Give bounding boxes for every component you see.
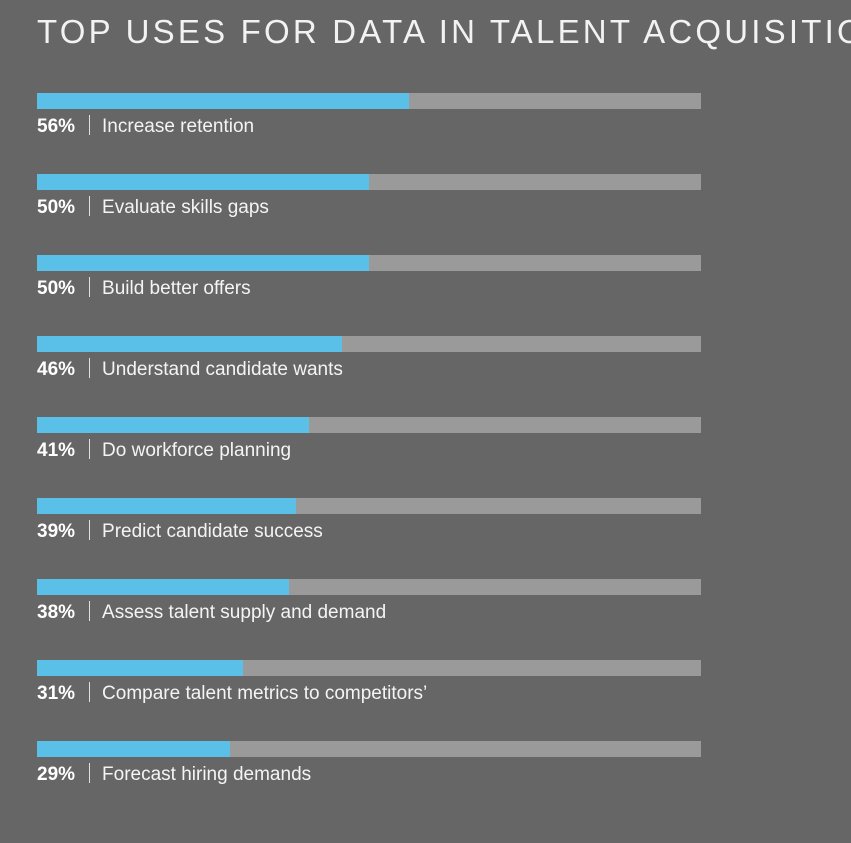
bar [37,498,296,514]
bar-chart: 56% Increase retention 50% Evaluate skills … [37,93,701,822]
separator [89,358,91,378]
bar-row: 50% Build better offers [37,255,701,336]
bar-row: 29% Forecast hiring demands [37,741,701,822]
separator [89,196,91,216]
bar-label: 38% Assess talent supply and demand [37,601,386,625]
bar-row: 46% Understand candidate wants [37,336,701,417]
data-label: 50% [37,197,76,218]
bar-label: 46% Understand candidate wants [37,358,343,382]
bar-label: 56% Increase retention [37,115,254,139]
bar-track [37,255,701,271]
separator [89,277,91,297]
bar [37,174,369,190]
bar [37,579,289,595]
bar-row: 39% Predict candidate success [37,498,701,579]
bar-track [37,498,701,514]
separator [89,439,91,459]
bar [37,255,369,271]
bar-track [37,417,701,433]
bar [37,336,342,352]
bar-track [37,336,701,352]
bar [37,93,409,109]
separator [89,115,91,135]
data-label: 39% [37,521,76,542]
bar-row: 41% Do workforce planning [37,417,701,498]
data-label: 46% [37,359,76,380]
data-label: 41% [37,440,76,461]
chart-title: TOP USES FOR DATA IN TALENT ACQUISITION [37,13,851,50]
bar-label: 41% Do workforce planning [37,439,291,463]
data-label: 29% [37,764,76,785]
bar [37,660,243,676]
category-label: Predict candidate success [102,521,323,542]
bar-row: 50% Evaluate skills gaps [37,174,701,255]
bar-track [37,174,701,190]
category-label: Evaluate skills gaps [102,197,269,218]
bar-label: 50% Build better offers [37,277,251,301]
bar-label: 29% Forecast hiring demands [37,763,311,787]
separator [89,682,91,702]
bar [37,417,309,433]
category-label: Understand candidate wants [102,359,343,380]
bar-label: 39% Predict candidate success [37,520,323,544]
data-label: 50% [37,278,76,299]
category-label: Forecast hiring demands [102,764,312,785]
category-label: Assess talent supply and demand [102,602,387,623]
bar-track [37,93,701,109]
data-label: 31% [37,683,76,704]
bar-label: 31% Compare talent metrics to competitors… [37,682,427,706]
data-label: 38% [37,602,76,623]
separator [89,520,91,540]
separator [89,763,91,783]
separator [89,601,91,621]
bar-track [37,741,701,757]
bar-track [37,579,701,595]
bar-label: 50% Evaluate skills gaps [37,196,269,220]
data-label: 56% [37,116,76,137]
bar-row: 31% Compare talent metrics to competitors… [37,660,701,741]
category-label: Do workforce planning [102,440,292,461]
category-label: Build better offers [102,278,251,299]
category-label: Compare talent metrics to competitors’ [102,683,428,704]
category-label: Increase retention [102,116,255,137]
bar-row: 38% Assess talent supply and demand [37,579,701,660]
bar-track [37,660,701,676]
bar-row: 56% Increase retention [37,93,701,174]
bar [37,741,230,757]
